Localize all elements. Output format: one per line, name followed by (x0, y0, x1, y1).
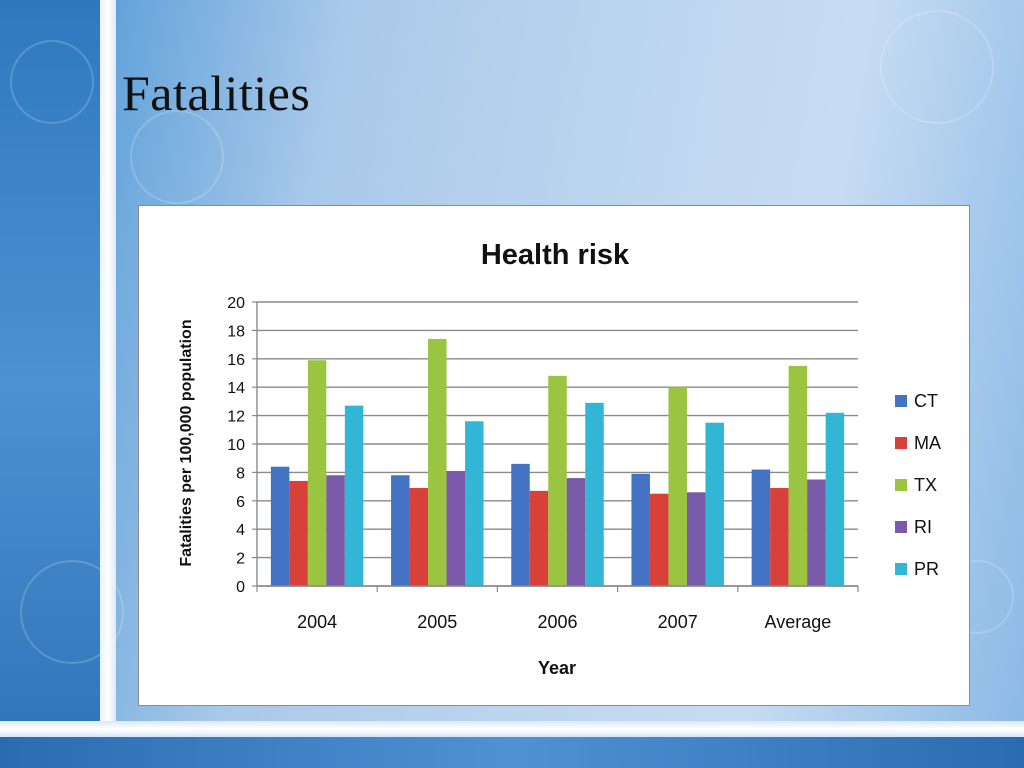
y-tick-label: 20 (227, 295, 245, 312)
bar-ma-2004 (289, 480, 308, 586)
bar-pr-average (825, 412, 845, 586)
legend-label-ma: MA (914, 433, 941, 453)
bar-ma-2007 (649, 493, 669, 586)
bar-tx-2007 (668, 387, 687, 586)
bar-pr-2005 (465, 421, 484, 586)
y-tick-label: 14 (227, 380, 245, 397)
bar-ri-average (807, 479, 826, 586)
health-risk-chart: Health risk Fatalities per 100,000 popul… (178, 239, 941, 678)
bar-ct-average (751, 469, 771, 586)
bar-pr-2006 (585, 402, 604, 586)
bar-pr-2004 (344, 405, 364, 586)
legend-label-ri: RI (914, 517, 932, 537)
bar-ri-2005 (446, 470, 466, 586)
legend-swatch-pr (895, 563, 907, 575)
legend-label-pr: PR (914, 559, 939, 579)
bottom-white-stripe (0, 721, 1024, 737)
y-tick-label: 4 (236, 522, 245, 539)
legend-label-ct: CT (914, 391, 938, 411)
bar-ma-2005 (409, 488, 429, 586)
bar-ct-2007 (631, 473, 650, 586)
x-tick-label: 2004 (297, 612, 337, 632)
bar-tx-2005 (428, 338, 447, 586)
y-tick-label: 10 (227, 437, 245, 454)
bar-tx-2006 (548, 375, 567, 586)
bar-pr-2007 (705, 422, 724, 586)
snowflake-decor (130, 110, 224, 204)
y-tick-label: 8 (236, 465, 245, 482)
y-tick-label: 12 (227, 409, 245, 426)
bar-ma-2006 (529, 490, 549, 586)
x-tick-label: 2006 (537, 612, 577, 632)
x-tick-label: 2005 (417, 612, 457, 632)
y-tick-label: 16 (227, 352, 245, 369)
x-axis-label: Year (538, 658, 576, 678)
snowflake-decor (880, 10, 994, 124)
slide-title: Fatalities (122, 65, 311, 121)
legend-label-tx: TX (914, 475, 937, 495)
legend-swatch-tx (895, 479, 907, 491)
y-tick-label: 18 (227, 323, 245, 340)
chart-title: Health risk (481, 239, 630, 271)
bottom-decor-band (0, 737, 1024, 768)
snowflake-decor (10, 40, 94, 124)
y-axis-label: Fatalities per 100,000 population (178, 319, 195, 566)
y-tick-label: 2 (236, 551, 245, 568)
bar-ct-2004 (270, 466, 290, 586)
bar-ct-2006 (511, 463, 530, 586)
bar-ri-2007 (686, 492, 706, 586)
bar-tx-2004 (307, 360, 327, 586)
y-tick-label: 6 (236, 494, 245, 511)
chart-panel: Health risk Fatalities per 100,000 popul… (138, 205, 970, 706)
legend-swatch-ri (895, 521, 907, 533)
legend-swatch-ma (895, 437, 907, 449)
x-tick-label: 2007 (658, 612, 698, 632)
bar-tx-average (788, 365, 808, 586)
bar-ct-2005 (391, 475, 410, 586)
y-tick-label: 0 (236, 579, 245, 596)
legend-swatch-ct (895, 395, 907, 407)
bar-ma-average (770, 488, 789, 586)
bar-ri-2004 (326, 475, 345, 586)
bar-ri-2006 (566, 478, 586, 586)
snowflake-decor (20, 560, 124, 664)
x-tick-label: Average (765, 612, 832, 632)
